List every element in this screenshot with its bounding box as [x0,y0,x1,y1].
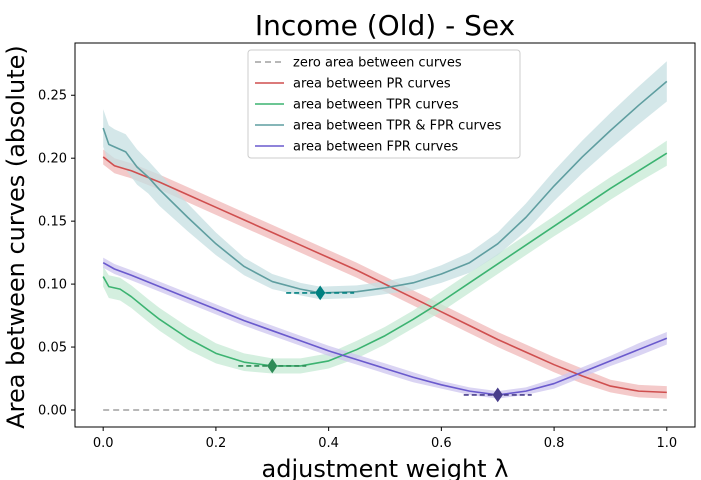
y-tick-label: 0.20 [38,152,67,167]
chart-title: Income (Old) - Sex [255,9,515,42]
x-tick-label: 0.2 [206,436,227,451]
legend-label-2: area between TPR curves [293,98,459,113]
x-tick-label: 1.0 [656,436,677,451]
x-tick-label: 0.8 [544,436,565,451]
y-tick-label: 0.15 [38,215,67,230]
legend-items: zero area between curves area between PR … [255,56,502,155]
series-band-3 [103,61,667,300]
x-tick-label: 0.4 [318,436,339,451]
y-tick-label: 0.25 [38,89,67,104]
series-lines [102,80,668,411]
legend-label-3: area between TPR & FPR curves [293,119,502,134]
confidence-bands [103,61,667,399]
legend-label-0: zero area between curves [293,56,462,71]
y-tick-label: 0.10 [38,278,67,293]
x-axis-ticks: 0.0 0.2 0.4 0.6 0.8 1.0 [93,427,677,451]
plot-frame [74,42,696,428]
series-line-4 [102,262,668,396]
y-tick-label: 0.00 [38,404,67,419]
legend-box [247,49,521,159]
min-marker-4 [492,387,503,403]
legend-label-4: area between FPR curves [293,140,458,155]
y-axis-ticks: 0.00 0.05 0.10 0.15 0.20 0.25 [38,89,75,419]
min-marker-2 [267,358,278,374]
y-tick-label: 0.05 [38,341,67,356]
x-axis-label: adjustment weight λ [262,455,509,480]
legend-label-1: area between PR curves [293,77,451,92]
legend: zero area between curves area between PR … [247,49,521,159]
x-tick-label: 0.6 [431,436,452,451]
minimum-markers [238,285,532,403]
x-tick-label: 0.0 [93,436,114,451]
series-band-4 [103,257,667,399]
plot-area [102,61,668,411]
min-marker-3 [315,285,326,301]
y-axis-label: Area between curves (absolute) [2,45,30,429]
series-line-1 [102,156,667,394]
